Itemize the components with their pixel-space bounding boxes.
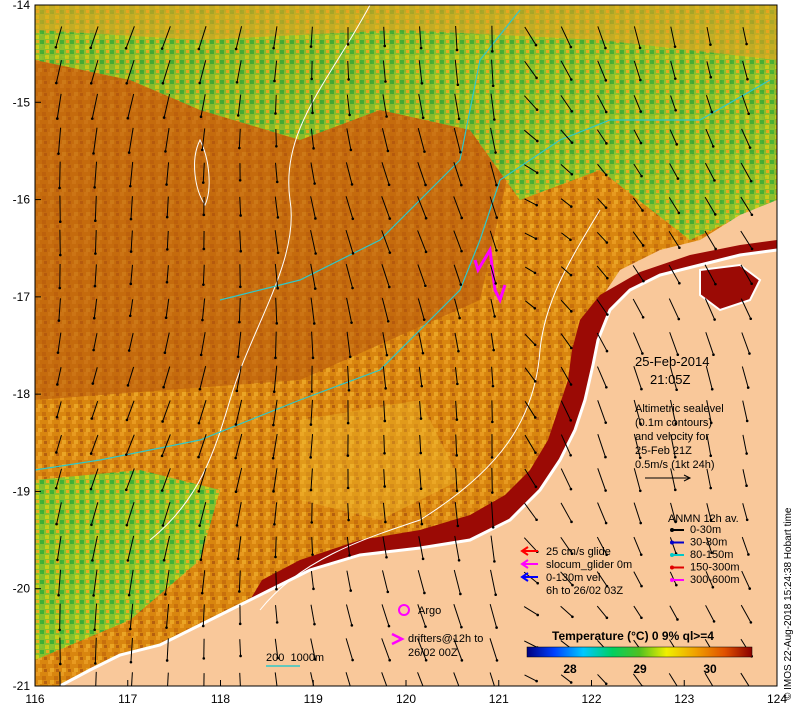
anmn-legend-item: 30-80m [690,537,727,549]
svg-text:(0.1m contours): (0.1m contours) [635,417,712,429]
svg-text:Argo: Argo [418,605,441,617]
lat-tick-label: -16 [13,193,31,207]
velocity-arrows [54,25,754,686]
anmn-legend-item: 80-150m [690,549,733,561]
altimetry-note: Altimetric sealevel (0.1m contours) and … [635,403,724,482]
glider-legend-item: 25 cm/s glide [546,546,611,558]
svg-text:Altimetric sealevel: Altimetric sealevel [635,403,724,415]
map-date: 25-Feb-2014 [635,354,709,369]
lon-tick-label: 124 [767,692,787,706]
drifter-chevron-icon [391,632,405,646]
anmn-legend-item: 0-30m [690,524,721,536]
lat-tick-label: -19 [13,484,31,498]
svg-text:28: 28 [563,662,577,676]
credit-text: © IMOS 22-Aug-2018 15:24:38 Hobart time [783,507,794,700]
anmn-legend: ANMN 12h av. 0-30m30-80m80-150m150-300m3… [668,513,740,586]
argo-legend: Argo [398,604,441,617]
isobath-legend: 200 1000m [266,652,324,667]
longitude-axis: 116 117 118 119 120 121 122 123 124 [25,680,787,706]
svg-text:25-Feb 21Z: 25-Feb 21Z [635,445,692,457]
lat-tick-label: -15 [13,95,31,109]
drifters-legend: drifters@12h to 26/02 00Z [391,632,483,659]
map-time: 21:05Z [650,372,691,387]
sst-field [35,5,777,686]
glider-legend-item: 6h to 26/02 03Z [546,585,623,597]
latitude-axis: -14 -15 -16 -17 -18 -19 -20 -21 [13,0,41,693]
anmn-legend-item: 300-600m [690,574,740,586]
svg-text:0.5m/s (1kt 24h): 0.5m/s (1kt 24h) [635,459,714,471]
svg-text:30: 30 [703,662,717,676]
lon-tick-label: 120 [396,692,416,706]
svg-text:Temperature (°C) 0 9% ql>=4: Temperature (°C) 0 9% ql>=4 [552,629,714,643]
glider-legend-item: slocum_glider 0m [546,559,632,571]
anmn-legend-item: 150-300m [690,562,740,574]
lon-tick-label: 123 [674,692,694,706]
lat-tick-label: -21 [13,679,31,693]
lon-tick-label: 118 [211,692,230,706]
lat-tick-label: -17 [13,290,31,304]
lat-tick-label: -18 [13,387,31,401]
svg-text:200 1000m: 200 1000m [266,652,324,664]
temperature-colorbar: Temperature (°C) 0 9% ql>=4 28 29 30 [526,629,753,676]
svg-text:29: 29 [633,662,647,676]
svg-text:and velocity for: and velocity for [635,431,709,443]
lon-tick-label: 117 [118,692,137,706]
lat-tick-label: -14 [13,0,31,12]
svg-text:drifters@12h to: drifters@12h to [408,633,483,645]
lon-tick-label: 119 [304,692,323,706]
glider-legend-item: 0-130m vel [546,572,600,584]
argo-circle-icon [398,604,410,616]
svg-text:ANMN 12h av.: ANMN 12h av. [668,513,739,525]
svg-text:26/02 00Z: 26/02 00Z [408,647,458,659]
lon-tick-label: 116 [25,692,44,706]
lon-tick-label: 121 [489,692,509,706]
lon-tick-label: 122 [581,692,601,706]
lat-tick-label: -20 [13,582,31,596]
